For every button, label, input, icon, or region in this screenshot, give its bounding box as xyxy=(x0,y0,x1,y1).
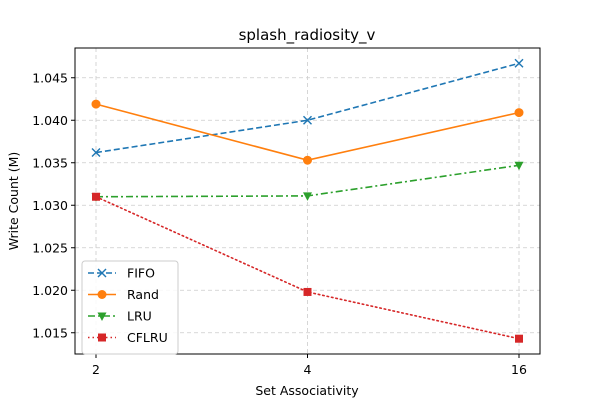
point-rand-16 xyxy=(514,108,524,118)
point-fifo-16-stroke-b xyxy=(514,58,524,68)
point-cflru-2 xyxy=(92,192,100,201)
y-tick-label: 1.045 xyxy=(32,70,68,85)
point-cflru-4 xyxy=(303,287,312,296)
legend-marker-lru xyxy=(97,312,107,321)
point-lru-16 xyxy=(514,161,524,171)
legend-label-rand: Rand xyxy=(127,287,159,302)
series-markers xyxy=(91,58,524,343)
y-tick-label: 1.035 xyxy=(32,155,68,170)
legend-marker-cflru xyxy=(98,333,106,342)
point-rand-2 xyxy=(91,99,101,109)
point-rand-4 xyxy=(303,155,312,165)
point-fifo-2-stroke-b xyxy=(91,148,101,158)
legend-label-fifo: FIFO xyxy=(127,266,155,281)
y-axis-label: Write Count (M) xyxy=(6,152,21,251)
point-fifo-4-stroke-b xyxy=(303,115,312,125)
point-cflru-16 xyxy=(515,334,523,343)
legend: FIFO Rand LRU CFLRU xyxy=(81,260,179,355)
y-tick-label: 1.025 xyxy=(32,240,68,255)
point-fifo-2 xyxy=(91,148,101,158)
series-line-cflru xyxy=(95,195,520,340)
x-tick-label: 4 xyxy=(304,362,312,377)
legend-marker-fifo xyxy=(97,268,107,278)
point-fifo-16 xyxy=(514,58,524,68)
point-fifo-4 xyxy=(303,115,312,125)
y-tick-label: 1.020 xyxy=(32,283,68,298)
x-axis-label: Set Associativity xyxy=(255,383,359,398)
x-axis: 2 4 16 xyxy=(92,354,527,377)
legend-label-cflru: CFLRU xyxy=(127,330,168,345)
y-tick-label: 1.015 xyxy=(32,325,68,340)
y-axis: 1.015 1.020 1.025 1.030 1.035 1.040 1.045 xyxy=(32,70,75,340)
x-tick-label: 16 xyxy=(511,362,527,377)
legend-marker-rand xyxy=(97,290,107,299)
legend-marker-fifo-stroke-b xyxy=(97,268,107,278)
point-lru-4 xyxy=(303,192,312,201)
x-tick-label: 2 xyxy=(92,362,100,377)
y-tick-label: 1.030 xyxy=(32,198,68,213)
chart-title: splash_radiosity_v xyxy=(239,26,376,45)
legend-box xyxy=(81,260,179,355)
y-tick-label: 1.040 xyxy=(32,113,68,128)
legend-label-lru: LRU xyxy=(127,309,152,324)
